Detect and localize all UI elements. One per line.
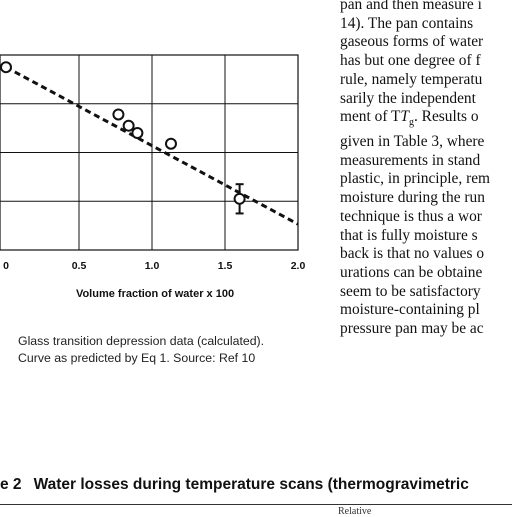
- body-line: measurements in stand: [340, 151, 481, 169]
- body-text-column: pan and then measure i 14). The pan cont…: [340, 0, 512, 339]
- body-line-end: . Results o: [413, 108, 479, 126]
- x-tick-label: 0: [3, 260, 9, 272]
- body-line: rule, namely temperatu: [340, 70, 483, 88]
- body-line: technique is thus a wor: [340, 207, 482, 225]
- body-line: pan and then measure i: [340, 0, 482, 13]
- body-line: back is that no values o: [340, 245, 485, 263]
- body-line: has but one degree of f: [340, 52, 481, 70]
- table-heading: e 2 Water losses during temperature scans…: [0, 476, 469, 494]
- glass-transition-chart: 0 0.5 1.0 1.5 2.0 Volume fraction of water x…: [0, 54, 305, 300]
- body-line: sarily the independent: [340, 89, 476, 107]
- body-line: seem to be satisfactory: [340, 282, 481, 300]
- data-point: [131, 127, 144, 139]
- body-line-tg: ment of TTg. Results o: [340, 108, 512, 133]
- body-line: pressure pan may be ac: [340, 320, 484, 338]
- body-line: plastic, in principle, rem: [340, 170, 491, 188]
- body-line: given in Table 3, where: [340, 133, 485, 150]
- fit-curve: [5, 65, 299, 226]
- x-tick-label: 0.5: [72, 260, 87, 272]
- table-title: Water losses during temperature scans (t…: [33, 476, 469, 493]
- data-points: [0, 61, 246, 215]
- x-tick-label: 1.0: [145, 260, 160, 272]
- body-line: urations can be obtaine: [340, 263, 483, 281]
- data-point: [122, 119, 135, 132]
- caption-line: Curve as predicted by Eq 1. Source: Ref …: [18, 351, 256, 365]
- body-line: 14). The pan contains: [340, 14, 474, 32]
- data-point: [112, 108, 125, 121]
- chart-grid: [0, 54, 299, 251]
- body-line: gaseous forms of water: [340, 33, 484, 51]
- caption-line: Glass transition depression data (calcul…: [18, 334, 265, 348]
- x-tick-label: 1.5: [218, 260, 233, 272]
- table-rule: [0, 504, 512, 505]
- tg-subscript: g: [408, 117, 414, 129]
- data-point: [233, 192, 246, 205]
- table-label: e 2: [0, 476, 22, 493]
- body-line: that is fully moisture s: [340, 226, 478, 244]
- x-tick-label: 2.0: [291, 260, 306, 272]
- body-line: moisture-containing pl: [340, 301, 480, 319]
- data-point: [164, 137, 177, 150]
- tg-symbol: T: [400, 108, 409, 126]
- figure-caption: Glass transition depression data (calcul…: [18, 333, 318, 367]
- x-axis-title: Volume fraction of water x 100: [76, 288, 234, 300]
- data-point: [0, 61, 12, 74]
- x-tick-labels: 0 0.5 1.0 1.5 2.0: [3, 260, 305, 272]
- body-line-start: ment of T: [340, 108, 401, 126]
- body-line: moisture during the run: [340, 189, 485, 207]
